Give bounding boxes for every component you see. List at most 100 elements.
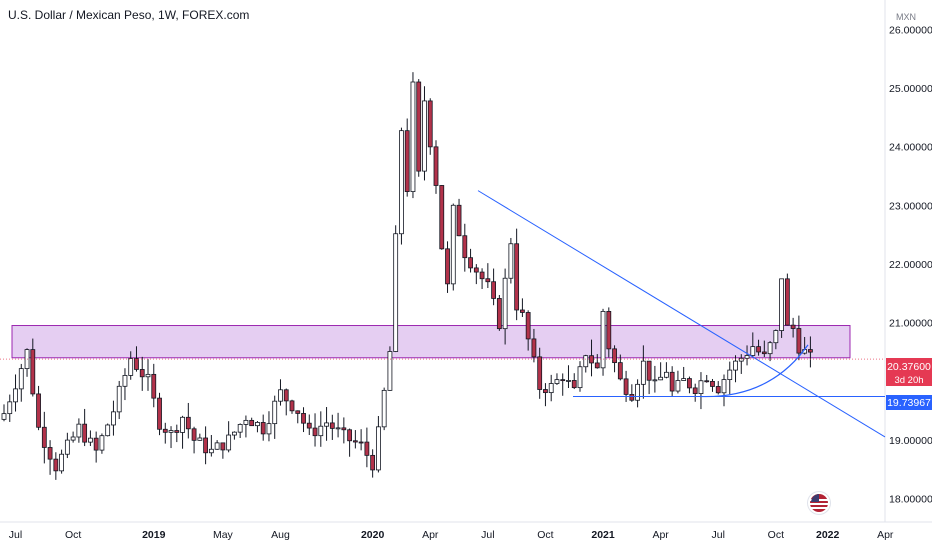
candle-body	[473, 267, 479, 273]
candle-body	[387, 351, 393, 391]
candle-body	[41, 426, 47, 448]
candle-body	[664, 371, 669, 378]
candle-body	[329, 422, 335, 429]
time-tick-label: Apr	[652, 529, 669, 541]
candle-body	[687, 378, 692, 389]
candle-body	[692, 387, 698, 395]
candle-body	[335, 427, 341, 430]
candle-body	[301, 413, 306, 424]
candle-body	[635, 383, 640, 401]
candle-body	[462, 235, 468, 259]
time-tick-label: Jul	[712, 529, 725, 541]
candle-body	[358, 441, 364, 444]
candle-body	[352, 440, 358, 443]
candle-body	[796, 328, 802, 354]
candle-body	[727, 369, 733, 380]
rounding-bottom-curve	[699, 344, 809, 398]
candle-body	[594, 362, 600, 369]
candlestick-series	[1, 72, 813, 480]
time-tick-label: Apr	[422, 529, 439, 541]
axis-frame	[0, 0, 932, 523]
candle-body	[266, 423, 272, 435]
candle-body	[704, 380, 710, 383]
candle-body	[76, 423, 82, 438]
candle-body	[214, 442, 220, 450]
candle-body	[157, 397, 162, 430]
candle-body	[422, 100, 427, 172]
candle-body	[105, 424, 111, 437]
candle-body	[439, 185, 445, 250]
time-tick-label: Jul	[481, 529, 494, 541]
last-price-value: 20.37600	[887, 361, 931, 373]
candle-body	[445, 248, 450, 285]
candle-body	[272, 400, 278, 425]
candle-body	[520, 309, 525, 313]
candle-body	[738, 357, 744, 362]
candle-body	[243, 419, 249, 425]
candle-body	[733, 360, 738, 371]
candle-body	[93, 437, 99, 451]
candle-body	[623, 378, 629, 395]
candle-body	[543, 389, 548, 394]
us-flag-icon[interactable]	[808, 492, 830, 514]
candle-body	[381, 389, 387, 428]
price-tick-label: 21.00000	[889, 318, 932, 330]
candle-body	[203, 437, 209, 454]
candle-body	[566, 380, 571, 382]
candle-body	[347, 429, 353, 442]
candle-body	[450, 204, 456, 285]
candle-body	[606, 311, 612, 350]
candle-body	[231, 431, 237, 436]
descending-trendline	[477, 190, 886, 438]
candle-body	[468, 257, 473, 269]
candle-body	[30, 349, 36, 395]
candle-body	[779, 278, 784, 331]
time-tick-label: Oct	[768, 529, 784, 541]
candle-body	[710, 380, 715, 387]
candle-body	[295, 410, 301, 414]
candle-body	[197, 437, 203, 441]
trendline-drawings[interactable]	[0, 190, 886, 438]
candle-body	[612, 348, 617, 364]
candle-body	[571, 380, 577, 389]
candle-body	[502, 277, 508, 330]
candle-body	[485, 278, 491, 283]
candle-body	[255, 422, 260, 427]
time-tick-label: Aug	[271, 529, 290, 541]
candle-body	[151, 373, 157, 399]
candle-body	[652, 379, 658, 382]
candle-body	[278, 389, 283, 402]
candle-body	[548, 383, 554, 394]
candle-body	[370, 454, 376, 471]
candle-body	[617, 362, 623, 380]
candle-body	[784, 278, 790, 326]
countdown-value: 3d 20h	[894, 375, 923, 386]
candle-body	[375, 426, 381, 471]
candle-body	[640, 360, 646, 385]
candle-body	[577, 366, 583, 389]
time-tick-label: 2019	[142, 529, 166, 541]
candle-body	[226, 434, 232, 451]
candle-body	[47, 447, 53, 460]
time-tick-label: Apr	[877, 529, 894, 541]
price-tick-label: 19.00000	[889, 435, 932, 447]
time-axis[interactable]: Jul Oct 2019 May Aug 2020 Apr Jul Oct 2021 Apr Jul O…	[9, 529, 894, 541]
candle-body	[750, 346, 756, 356]
candle-body	[525, 312, 531, 340]
candle-body	[145, 373, 151, 378]
candle-body	[116, 385, 122, 413]
candle-body	[64, 439, 70, 455]
candle-body	[698, 380, 704, 395]
candle-body	[289, 400, 295, 412]
candle-body	[111, 411, 116, 426]
resistance-zone[interactable]	[11, 325, 851, 359]
candle-body	[496, 298, 502, 330]
time-tick-label: Oct	[65, 529, 81, 541]
support-price-badge: 19.73967	[886, 395, 932, 410]
candle-body	[646, 360, 652, 381]
price-axis[interactable]: 18.0000019.0000020.0000021.0000022.00000…	[889, 24, 932, 505]
candle-body	[13, 388, 18, 403]
time-tick-label: Jul	[9, 529, 22, 541]
candle-body	[88, 437, 93, 443]
